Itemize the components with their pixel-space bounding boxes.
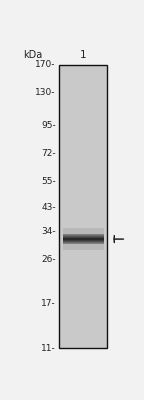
Text: 26-: 26- (41, 255, 56, 264)
Text: 55-: 55- (41, 177, 56, 186)
Text: 11-: 11- (41, 344, 56, 353)
Bar (59, 65, 107, 348)
Text: 17-: 17- (41, 299, 56, 308)
Text: 170-: 170- (35, 60, 56, 70)
Text: 72-: 72- (41, 149, 56, 158)
Text: 95-: 95- (41, 121, 56, 130)
Bar (63, 228, 104, 250)
Text: kDa: kDa (23, 50, 42, 60)
Text: 43-: 43- (41, 203, 56, 212)
Text: 1: 1 (80, 50, 87, 60)
Text: 130-: 130- (35, 88, 56, 97)
Text: 34-: 34- (41, 227, 56, 236)
